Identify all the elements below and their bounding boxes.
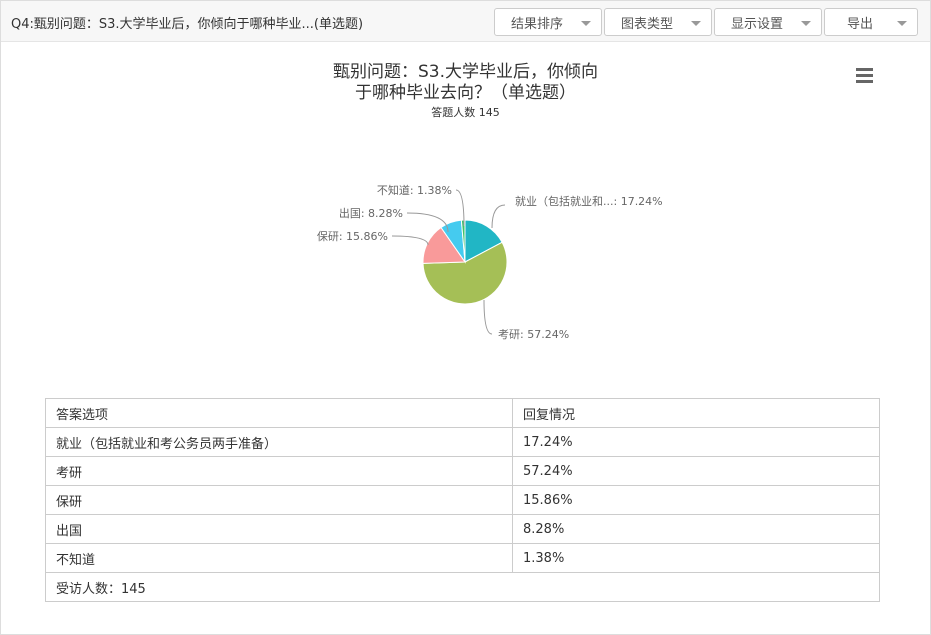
table-row: 考研 57.24%: [45, 456, 880, 486]
toolbar: Q4:甄别问题：S3.大学毕业后，你倾向于哪种毕业...(单选题) 结果排序 图…: [1, 1, 930, 42]
option-cell: 保研: [45, 485, 513, 515]
table-row: 就业（包括就业和考公务员两手准备） 17.24%: [45, 427, 880, 457]
slice-label: 出国: 8.28%: [339, 206, 403, 220]
label-connector: [406, 212, 449, 233]
percent-cell: 15.86%: [512, 485, 880, 515]
table-header-row: 答案选项 回复情况: [45, 398, 880, 428]
slice-label: 就业（包括就业和...: 17.24%: [515, 194, 663, 208]
table-row: 保研 15.86%: [45, 485, 880, 515]
table-row: 出国 8.28%: [45, 514, 880, 544]
percent-cell: 1.38%: [512, 543, 880, 573]
results-table: 答案选项 回复情况 就业（包括就业和考公务员两手准备） 17.24% 考研 57.24% 保…: [45, 398, 880, 602]
option-cell: 就业（包括就业和考公务员两手准备）: [45, 427, 513, 457]
caret-down-icon: [581, 21, 591, 26]
slice-label: 考研: 57.24%: [498, 328, 569, 341]
label-connector: [483, 299, 493, 335]
label-connector: [491, 204, 506, 229]
slice-label: 不知道: 1.38%: [377, 183, 452, 197]
percent-cell: 17.24%: [512, 427, 880, 457]
chart-title-line1: 甄别问题：S3.大学毕业后，你倾向: [332, 62, 598, 82]
chart-menu-icon[interactable]: [856, 68, 873, 86]
option-cell: 出国: [45, 514, 513, 544]
percent-cell: 57.24%: [512, 456, 880, 486]
pie-slice[interactable]: [460, 219, 466, 263]
header-cell: 回复情况: [512, 398, 880, 428]
button-label: 显示设置: [730, 16, 783, 32]
caret-down-icon: [897, 21, 907, 26]
question-title: Q4:甄别问题：S3.大学毕业后，你倾向于哪种毕业...(单选题): [11, 17, 364, 32]
pie-slice[interactable]: [464, 219, 503, 263]
caret-down-icon: [801, 21, 811, 26]
button-label: 导出: [846, 16, 873, 32]
table-row: 不知道 1.38%: [45, 543, 880, 573]
pie-chart: 就业（包括就业和...: 17.24% 考研: 57.24% 保研: 15.86% 出…: [317, 183, 663, 341]
sort-results-button[interactable]: 结果排序: [494, 8, 602, 36]
label-connector: [391, 235, 429, 246]
pie-slice[interactable]: [422, 241, 508, 305]
label-connector: [455, 189, 465, 227]
slice-label: 保研: 15.86%: [317, 229, 388, 243]
chart-title-line2: 于哪种毕业去向？（单选题）: [355, 83, 576, 103]
button-label: 图表类型: [620, 16, 673, 32]
option-cell: 不知道: [45, 543, 513, 573]
chart-subtitle: 答题人数 145: [431, 106, 500, 119]
percent-cell: 8.28%: [512, 514, 880, 544]
respondents-count: 受访人数：145: [45, 572, 880, 602]
table-footer-row: 受访人数：145: [45, 572, 880, 602]
option-cell: 考研: [45, 456, 513, 486]
button-label: 结果排序: [510, 16, 563, 32]
header-cell: 答案选项: [45, 398, 513, 428]
export-button[interactable]: 导出: [824, 8, 918, 36]
chart-type-button[interactable]: 图表类型: [604, 8, 712, 36]
caret-down-icon: [691, 21, 701, 26]
display-settings-button[interactable]: 显示设置: [714, 8, 822, 36]
